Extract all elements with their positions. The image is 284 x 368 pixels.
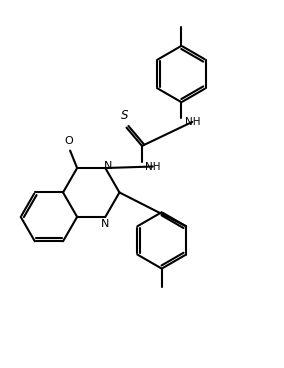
Text: NH: NH bbox=[185, 117, 201, 127]
Text: NH: NH bbox=[145, 162, 161, 171]
Text: O: O bbox=[64, 136, 73, 146]
Text: N: N bbox=[101, 219, 110, 229]
Text: S: S bbox=[121, 109, 129, 122]
Text: N: N bbox=[103, 161, 112, 171]
